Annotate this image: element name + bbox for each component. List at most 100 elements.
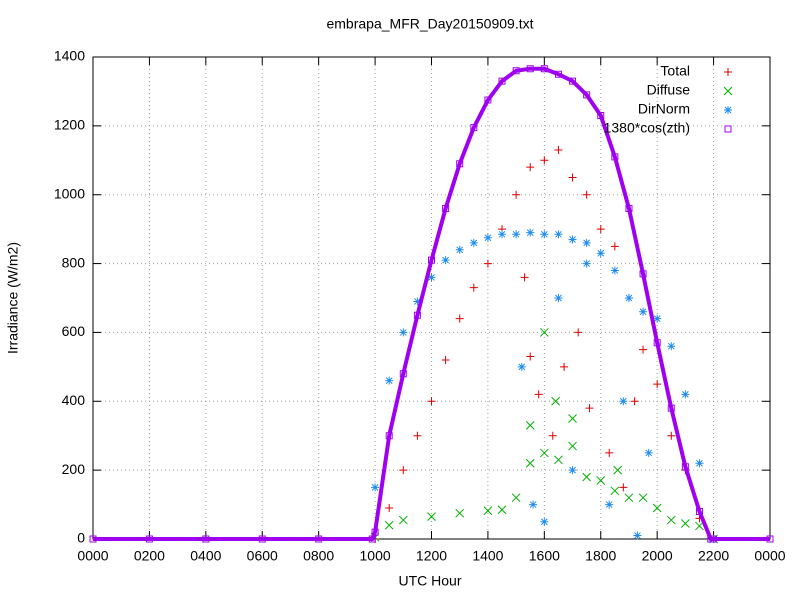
data-point	[442, 204, 450, 212]
data-point	[568, 414, 577, 423]
x-tick-label: 0000	[77, 548, 108, 564]
data-point	[315, 535, 323, 543]
data-point	[540, 517, 549, 526]
data-point	[529, 500, 538, 509]
data-point	[526, 65, 534, 73]
data-point	[526, 228, 535, 237]
y-tick-label: 0	[77, 530, 85, 546]
data-point	[498, 77, 506, 85]
data-point	[596, 225, 605, 234]
data-point	[710, 535, 718, 543]
data-point	[596, 476, 606, 485]
data-point	[540, 65, 548, 73]
data-point	[653, 314, 662, 323]
data-point	[681, 390, 690, 399]
data-point	[568, 235, 577, 244]
data-point	[497, 505, 507, 515]
x-tick-label: 0000	[754, 548, 785, 564]
data-point	[619, 483, 628, 492]
data-point	[568, 466, 577, 475]
data-point	[441, 256, 450, 265]
data-point	[512, 67, 520, 75]
data-point	[625, 204, 633, 212]
data-point	[583, 91, 591, 99]
data-point	[568, 173, 577, 182]
data-point	[399, 328, 408, 337]
data-point	[766, 535, 774, 543]
data-point	[652, 503, 662, 513]
data-point	[554, 70, 562, 78]
data-point	[611, 153, 619, 161]
data-point	[560, 362, 569, 371]
data-point	[681, 519, 690, 528]
data-point	[568, 441, 577, 451]
data-point	[695, 521, 704, 531]
legend-marker	[724, 106, 732, 114]
y-tick-label: 400	[62, 392, 86, 408]
data-point	[582, 190, 591, 199]
data-point	[610, 242, 619, 251]
data-point	[441, 355, 450, 364]
data-point	[582, 259, 591, 268]
y-tick-label: 600	[62, 323, 86, 339]
data-point	[455, 508, 465, 518]
y-axis-label: Irradiance (W/m2)	[5, 242, 21, 354]
data-point	[610, 266, 619, 275]
data-point	[413, 431, 422, 440]
data-point	[258, 535, 266, 543]
data-point	[653, 380, 662, 389]
data-point	[385, 432, 393, 440]
data-point	[371, 528, 379, 536]
data-point	[539, 448, 549, 458]
data-point	[399, 466, 408, 475]
data-point	[639, 307, 648, 316]
series	[371, 145, 718, 543]
data-point	[483, 233, 492, 242]
legend-label: 1380*cos(zth)	[604, 120, 690, 136]
x-tick-label: 1200	[416, 548, 447, 564]
legend-marker	[723, 86, 733, 96]
data-point	[483, 259, 492, 268]
data-point	[644, 448, 653, 457]
y-tick-label: 200	[62, 461, 86, 477]
data-point	[633, 531, 642, 540]
data-point	[526, 352, 535, 361]
data-point	[639, 270, 647, 278]
data-point	[455, 314, 464, 323]
y-tick-label: 1400	[54, 48, 85, 64]
data-point	[681, 463, 689, 471]
data-point	[511, 493, 521, 503]
data-point	[667, 431, 676, 440]
data-point	[145, 535, 153, 543]
data-point	[653, 339, 661, 347]
data-point	[484, 96, 492, 104]
y-tick-label: 800	[62, 254, 86, 270]
x-tick-label: 1000	[360, 548, 391, 564]
data-point	[551, 396, 560, 406]
data-point	[520, 273, 529, 282]
data-point	[525, 458, 535, 468]
data-point	[548, 431, 557, 440]
data-point	[638, 493, 648, 503]
data-point	[569, 77, 577, 85]
data-point	[525, 421, 535, 430]
data-point	[630, 397, 639, 406]
data-point	[667, 342, 676, 351]
legend-label: Diffuse	[647, 82, 691, 98]
series-line	[93, 66, 770, 541]
data-point	[202, 535, 210, 543]
data-point	[624, 493, 634, 503]
data-point	[385, 504, 394, 513]
x-tick-label: 0800	[303, 548, 334, 564]
data-point	[539, 328, 549, 337]
x-tick-label: 1800	[585, 548, 616, 564]
data-point	[89, 535, 97, 543]
legend-marker	[724, 125, 732, 133]
data-point	[554, 145, 563, 154]
data-point	[399, 370, 407, 378]
data-point	[596, 249, 605, 258]
data-point	[517, 362, 526, 371]
y-tick-label: 1000	[54, 185, 85, 201]
data-point	[371, 483, 380, 492]
x-tick-label: 1600	[529, 548, 560, 564]
